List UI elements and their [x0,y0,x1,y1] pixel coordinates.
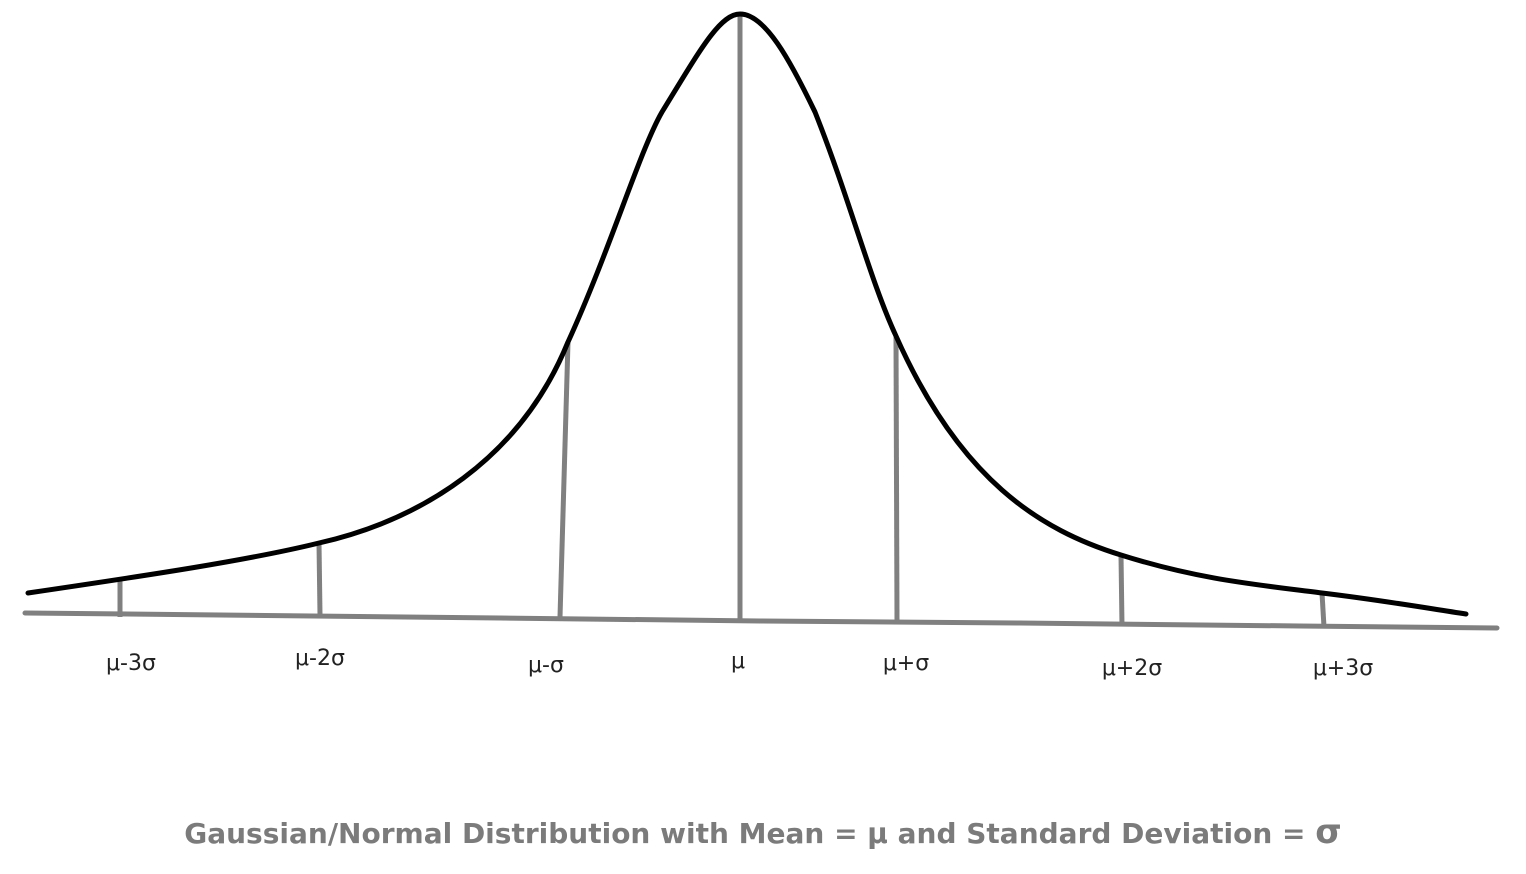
bell-curve [25,11,1469,617]
caption-text: Gaussian/Normal Distribution with Mean =… [184,817,1316,850]
x-axis-line [22,610,1500,631]
marker-label: μ+3σ [1313,656,1373,681]
marker-label: μ+2σ [1102,656,1162,681]
marker-label: μ-σ [528,653,564,678]
marker-line-mu-plus-2sigma [1118,554,1125,627]
diagram-caption: Gaussian/Normal Distribution with Mean =… [0,812,1526,852]
marker-label: μ [731,649,745,674]
marker-label: μ+σ [883,651,929,676]
marker-line-mu-plus-3sigma [1319,592,1327,628]
marker-label: μ-2σ [295,646,345,671]
marker-line-mu-minus-2sigma [316,542,323,616]
marker-line-mu-plus-sigma [893,335,900,623]
caption-sigma-symbol: σ [1315,812,1342,852]
marker-line-mu-minus-sigma [557,341,571,618]
marker-label: μ-3σ [106,651,156,676]
